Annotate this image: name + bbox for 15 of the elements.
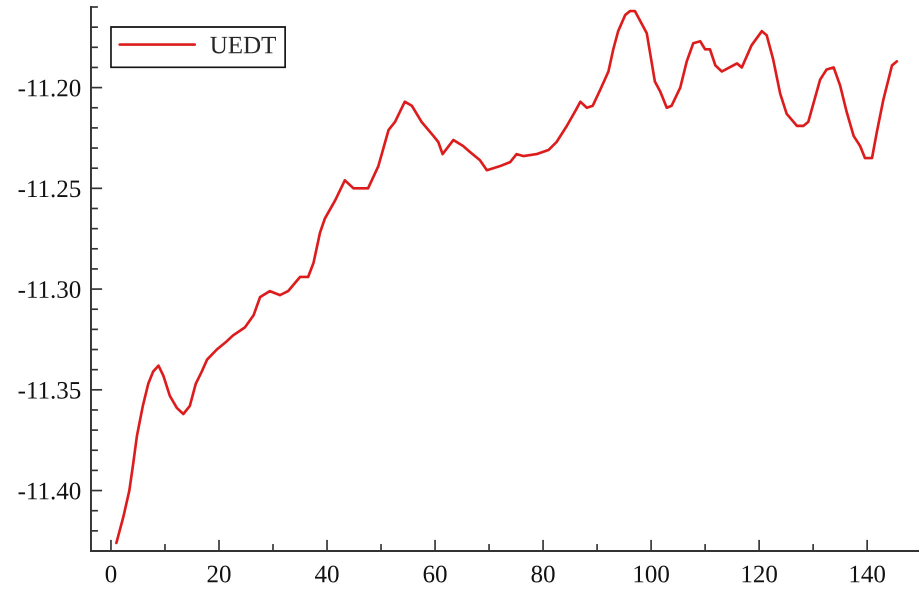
legend-label: UEDT	[210, 36, 276, 54]
x-tick-label: 140	[850, 566, 885, 582]
x-tick-label: 40	[315, 566, 339, 582]
x-tick-label: 60	[424, 566, 447, 582]
y-tick-label: -11.30	[18, 281, 80, 298]
y-tick-label: -11.35	[18, 382, 80, 399]
y-tick-label: -11.40	[18, 482, 80, 500]
x-tick-label: 20	[208, 566, 231, 582]
y-tick-label: -11.20	[18, 80, 80, 97]
x-tick-label: 0	[106, 566, 116, 582]
x-tick-label: 100	[634, 566, 669, 582]
line-series	[115, 10, 898, 544]
x-tick-label: 120	[742, 566, 777, 582]
y-tick-label: -11.25	[18, 180, 80, 198]
x-tick-label: 80	[532, 566, 555, 582]
